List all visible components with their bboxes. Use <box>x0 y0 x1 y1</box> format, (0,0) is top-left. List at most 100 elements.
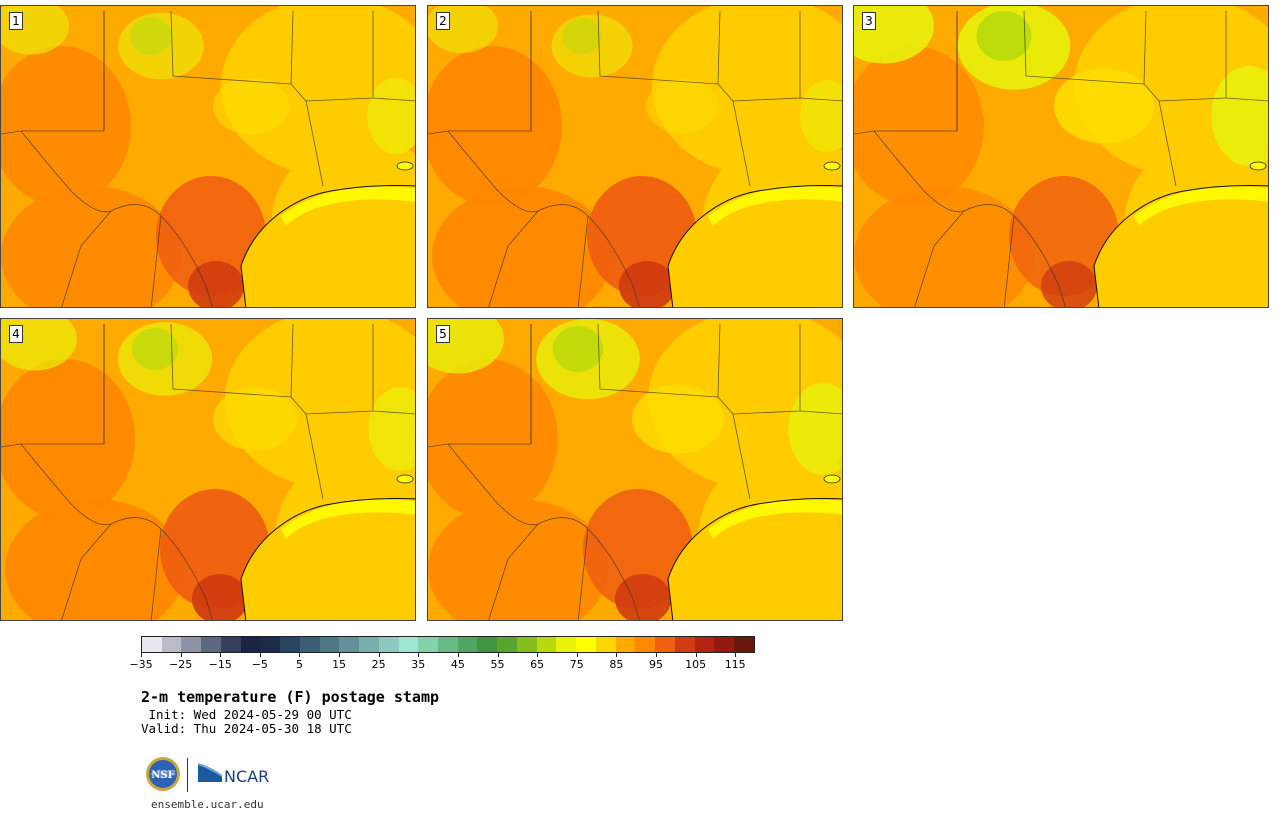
temperature-colorbar <box>141 636 755 653</box>
colorbar-tick <box>220 653 222 657</box>
temperature-region <box>428 46 562 206</box>
colorbar-tick <box>141 653 142 657</box>
state-border <box>305 413 324 500</box>
temperature-region <box>188 261 244 307</box>
colorbar-tick <box>457 653 459 657</box>
temperature-region <box>976 11 1032 61</box>
website-url: ensemble.ucar.edu <box>151 798 264 811</box>
temperature-map-2 <box>428 6 842 307</box>
colorbar-tick <box>497 653 499 657</box>
state-border <box>150 528 162 620</box>
coastline <box>1093 185 1268 307</box>
colorbar-tick <box>378 653 380 657</box>
temperature-region <box>131 328 179 370</box>
lake <box>1249 161 1267 171</box>
colorbar-segment-20 <box>536 637 557 652</box>
nsf-logo: NSF <box>146 757 180 791</box>
lake <box>823 161 841 171</box>
colorbar-segment-26 <box>655 637 675 652</box>
colorbar-segment-9 <box>319 637 340 652</box>
map-panel-3: 3 <box>853 5 1269 308</box>
colorbar-segment-16 <box>457 637 478 652</box>
ncar-logo-text: NCAR <box>224 767 269 786</box>
state-border <box>428 130 640 307</box>
temperature-map-3 <box>854 6 1268 307</box>
state-border <box>290 324 374 415</box>
state-border <box>1 443 213 620</box>
colorbar-tick-label: −15 <box>208 658 232 671</box>
colorbar-tick-label: −35 <box>129 658 153 671</box>
colorbar-segment-14 <box>418 637 439 652</box>
lake <box>396 161 414 171</box>
temperature-region <box>615 574 671 620</box>
colorbar-tick-label: 45 <box>450 658 465 671</box>
state-border <box>150 215 162 307</box>
temperature-map-4 <box>1 319 415 620</box>
temperature-region <box>432 186 612 307</box>
state-border <box>61 523 112 620</box>
map-panel-4: 4 <box>0 318 416 621</box>
coastline <box>667 498 842 620</box>
coastline <box>240 185 415 307</box>
coastal-band <box>281 499 415 539</box>
colorbar-segment-2 <box>181 637 202 652</box>
state-border <box>854 130 1066 307</box>
state-border <box>1158 100 1177 187</box>
colorbar-tick-label: 65 <box>530 658 545 671</box>
colorbar-tick-label: 55 <box>490 658 505 671</box>
temperature-map-5 <box>428 319 842 620</box>
colorbar-tick <box>616 653 618 657</box>
state-border <box>1023 10 1147 85</box>
colorbar-segment-21 <box>556 637 577 652</box>
state-border <box>799 97 842 102</box>
colorbar-segment-12 <box>378 637 399 652</box>
colorbar-segment-19 <box>516 637 537 652</box>
colorbar-segment-8 <box>299 637 320 652</box>
colorbar-tick <box>735 653 737 657</box>
map-panel-2: 2 <box>427 5 843 308</box>
temperature-region <box>583 489 693 609</box>
temperature-region <box>800 80 842 152</box>
temperature-region <box>192 574 248 620</box>
lake <box>396 474 414 484</box>
temperature-region <box>156 176 266 296</box>
temperature-region <box>367 78 415 154</box>
temperature-region <box>646 79 718 133</box>
temperature-region <box>130 17 172 55</box>
coastline <box>667 185 842 307</box>
colorbar-segment-6 <box>260 637 281 652</box>
state-border <box>1225 97 1268 102</box>
colorbar-tick <box>655 653 657 657</box>
coastline <box>240 498 415 620</box>
colorbar-tick-label: 15 <box>332 658 347 671</box>
colorbar-tick <box>537 653 539 657</box>
ncar-logo: NCAR <box>197 763 269 786</box>
temperature-region <box>368 387 415 471</box>
temperature-region <box>854 46 984 206</box>
temperature-region <box>632 384 724 454</box>
temperature-region <box>213 387 297 451</box>
state-border <box>170 323 294 398</box>
state-border <box>1 130 213 307</box>
colorbar-segment-24 <box>615 637 636 652</box>
temperature-region <box>1054 68 1154 144</box>
temperature-region <box>619 261 675 307</box>
state-border <box>717 324 801 415</box>
colorbar-tick-label: 105 <box>685 658 707 671</box>
colorbar-tick-label: 35 <box>411 658 426 671</box>
colorbar-segment-1 <box>161 637 182 652</box>
nsf-logo-text: NSF <box>151 770 174 781</box>
temperature-map-1 <box>1 6 415 307</box>
state-border <box>305 100 324 187</box>
temperature-region <box>1 186 181 307</box>
colorbar-tick-label: 95 <box>648 658 663 671</box>
temperature-region <box>788 383 842 475</box>
temperature-region <box>652 6 842 176</box>
colorbar-segment-22 <box>576 637 596 652</box>
temperature-region <box>5 499 185 620</box>
panel-number-1: 1 <box>9 12 23 30</box>
coastal-band <box>708 186 842 226</box>
colorbar-segment-18 <box>497 637 517 652</box>
temperature-region <box>562 18 602 54</box>
temperature-region <box>1009 176 1119 296</box>
